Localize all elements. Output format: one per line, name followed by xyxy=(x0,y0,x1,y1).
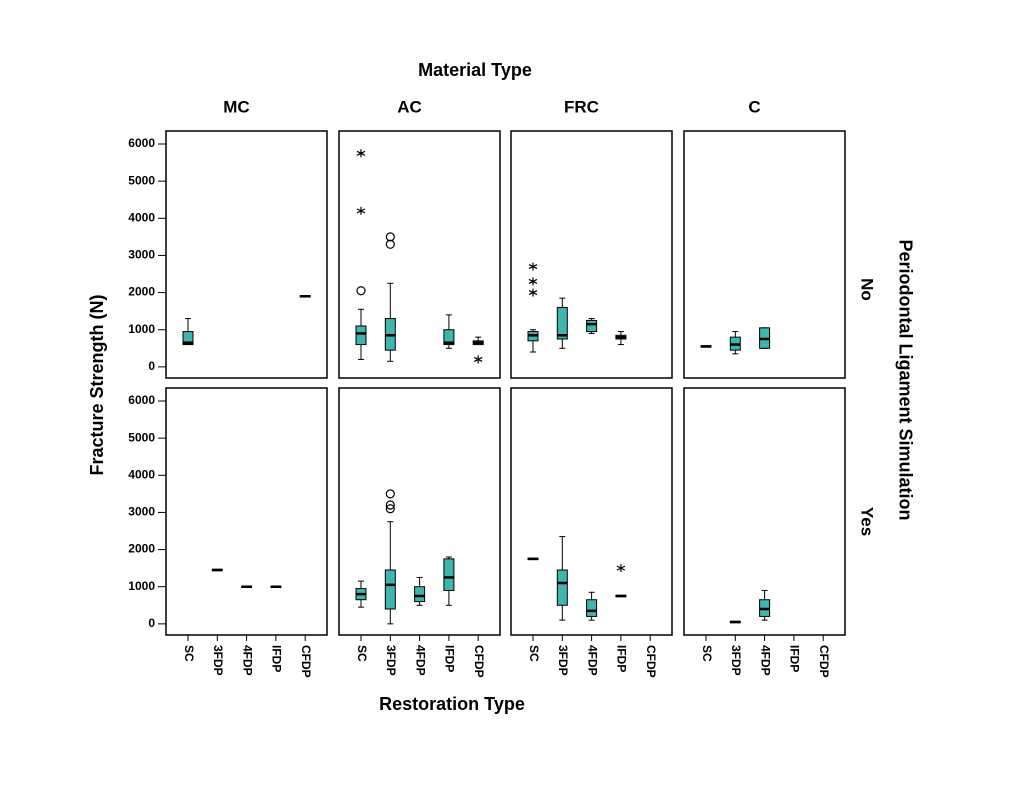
y-tick-label: 6000 xyxy=(128,393,155,407)
x-tick-label: 4FDP xyxy=(413,645,427,676)
box xyxy=(556,306,568,340)
x-tick-label: 3FDP xyxy=(211,645,225,676)
box xyxy=(443,329,455,346)
x-tick-label: 3FDP xyxy=(384,645,398,676)
x-tick-label: CFDP xyxy=(644,645,658,678)
x-tick-label: IFDP xyxy=(443,645,457,672)
x-tick-label: 4FDP xyxy=(758,645,772,676)
x-tick-label: SC xyxy=(527,645,541,662)
box xyxy=(355,325,367,346)
extreme xyxy=(528,277,538,286)
column-label: AC xyxy=(397,97,422,116)
outlier xyxy=(385,500,395,510)
y-tick-label: 4000 xyxy=(128,467,155,481)
outlier xyxy=(385,489,395,499)
y-tick-label: 3000 xyxy=(128,505,155,519)
y-tick-label: 1000 xyxy=(128,579,155,593)
panel xyxy=(338,387,501,636)
y-tick-label: 5000 xyxy=(128,430,155,444)
column-label: FRC xyxy=(564,97,599,116)
y-axis-label: Fracture Strength (N) xyxy=(87,294,107,475)
extreme xyxy=(528,262,538,271)
row-label: Yes xyxy=(858,507,877,536)
box xyxy=(443,558,455,591)
box xyxy=(384,569,396,610)
x-axis-label: Restoration Type xyxy=(379,694,525,714)
column-label: MC xyxy=(223,97,249,116)
x-tick-label: SC xyxy=(355,645,369,662)
x-tick-label: 4FDP xyxy=(240,645,254,676)
x-tick-label: IFDP xyxy=(788,645,802,672)
x-tick-label: CFDP xyxy=(472,645,486,678)
box xyxy=(182,331,194,346)
column-label: C xyxy=(748,97,760,116)
panel xyxy=(165,130,328,379)
y-tick-label: 0 xyxy=(148,359,155,373)
x-tick-label: 3FDP xyxy=(729,645,743,676)
extreme xyxy=(473,355,483,364)
panel xyxy=(510,130,673,379)
row-title: Periodontal Ligament Simulation xyxy=(895,239,915,520)
y-tick-label: 2000 xyxy=(128,285,155,299)
x-tick-label: 3FDP xyxy=(556,645,570,676)
x-tick-label: SC xyxy=(700,645,714,662)
panel xyxy=(338,130,501,379)
outlier xyxy=(356,286,366,296)
row-label: No xyxy=(858,278,877,301)
chart-title: Material Type xyxy=(418,60,532,80)
x-tick-label: 4FDP xyxy=(585,645,599,676)
x-tick-label: IFDP xyxy=(615,645,629,672)
y-tick-label: 6000 xyxy=(128,136,155,150)
panel xyxy=(683,387,846,636)
y-tick-label: 0 xyxy=(148,616,155,630)
panel xyxy=(165,387,328,636)
x-tick-label: CFDP xyxy=(817,645,831,678)
box xyxy=(556,569,568,606)
box xyxy=(586,599,598,617)
y-tick-label: 4000 xyxy=(128,210,155,224)
outlier xyxy=(385,504,395,514)
y-tick-label: 1000 xyxy=(128,322,155,336)
y-tick-label: 2000 xyxy=(128,542,155,556)
extreme xyxy=(528,288,538,297)
extreme xyxy=(356,149,366,158)
extreme xyxy=(356,206,366,215)
y-tick-label: 3000 xyxy=(128,248,155,262)
x-tick-label: CFDP xyxy=(299,645,313,678)
panel xyxy=(683,130,846,379)
outlier xyxy=(385,232,395,242)
y-tick-label: 5000 xyxy=(128,173,155,187)
x-tick-label: SC xyxy=(182,645,196,662)
panel xyxy=(510,387,673,636)
x-tick-label: IFDP xyxy=(270,645,284,672)
extreme xyxy=(616,564,626,573)
box xyxy=(586,319,598,333)
box xyxy=(414,586,426,603)
